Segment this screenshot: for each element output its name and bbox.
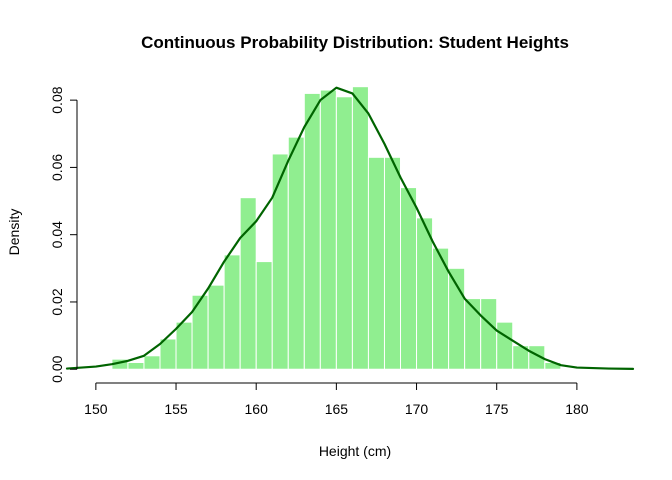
histogram-bar [303,92,321,370]
histogram-bar [351,86,369,370]
histogram-bar [159,338,177,370]
y-tick-label: 0.02 [49,288,65,315]
x-tick-label: 160 [245,401,269,417]
histogram-bar [496,321,514,370]
x-tick-label: 165 [325,401,349,417]
y-axis-label: Density [6,209,22,256]
x-axis: 150 155 160 165 170 175 180 [84,382,589,417]
histogram-bar [223,254,241,370]
histogram-bar [528,345,546,370]
y-tick-label: 0.08 [49,86,65,113]
histogram-bar [416,217,434,370]
histogram-bar [255,261,273,370]
y-tick-label: 0.04 [49,221,65,248]
y-tick-label: 0.00 [49,355,65,382]
histogram-bar [143,355,161,370]
histogram-bar [319,89,337,370]
histogram-bar [367,156,385,370]
x-tick-label: 180 [565,401,589,417]
x-tick-label: 150 [84,401,108,417]
histogram-bar [191,294,209,370]
histogram-bar [207,284,225,370]
histogram-bar [464,298,482,370]
histogram-bar [175,321,193,370]
histogram-bar [335,96,353,370]
x-tick-label: 155 [164,401,188,417]
y-axis: 0.00 0.02 0.04 0.06 0.08 [49,86,78,383]
histogram-bar [271,153,289,370]
histogram-bar [480,298,498,370]
x-tick-label: 175 [485,401,509,417]
chart-title: Continuous Probability Distribution: Stu… [141,33,569,52]
x-tick-label: 170 [405,401,429,417]
density-curve [65,86,635,370]
y-tick-label: 0.06 [49,154,65,181]
histogram-bar [400,187,418,370]
x-axis-label: Height (cm) [319,443,391,459]
histogram-bar [287,136,305,370]
histogram-bar [127,362,145,370]
histogram-bar [383,156,402,370]
histogram-bars [111,86,562,370]
